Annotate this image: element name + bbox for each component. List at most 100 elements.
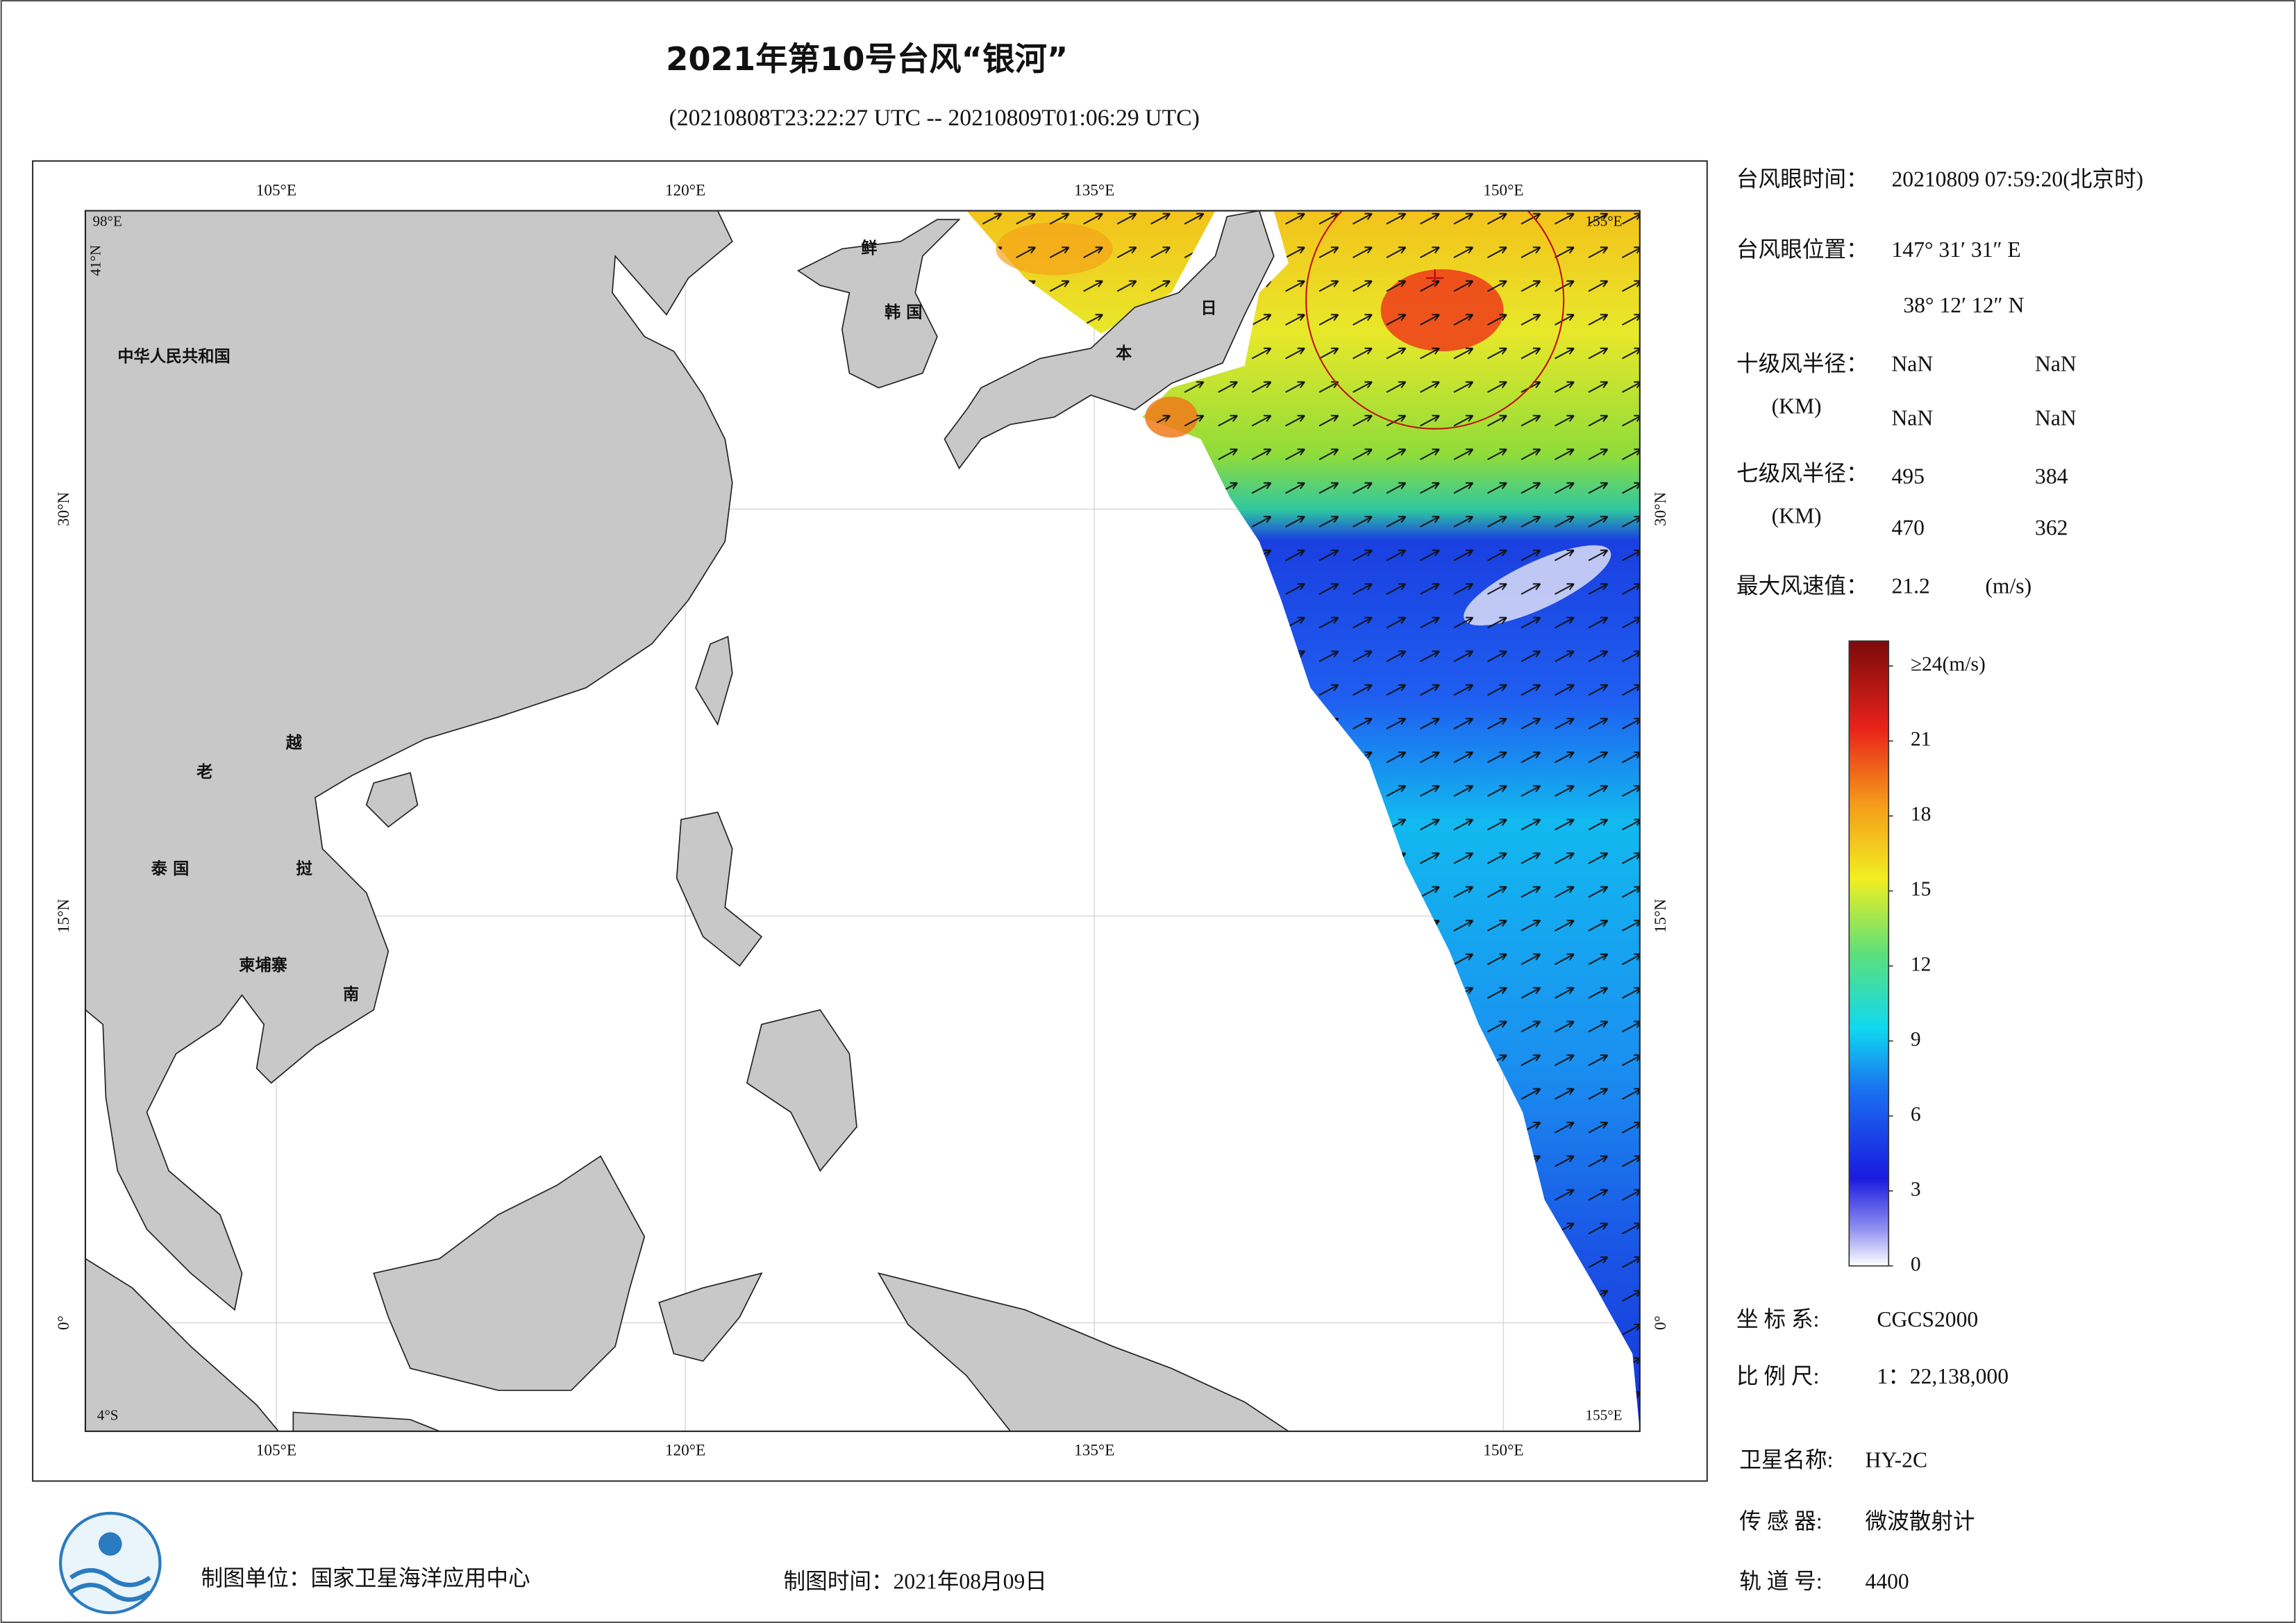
info-value: NaN <box>1891 351 1933 376</box>
map-frame <box>84 210 1641 1432</box>
info-value: 1：22,138,000 <box>1877 1364 2009 1388</box>
colorbar-tick-label: 15 <box>1911 878 1932 900</box>
info-value: NaN <box>2035 405 2077 430</box>
corner-label: 4°S <box>97 1407 119 1424</box>
hainan <box>365 772 419 828</box>
place-label: 泰 国 <box>151 859 189 878</box>
info-value: NaN <box>1891 405 1933 430</box>
place-label: 柬埔寨 <box>239 956 287 975</box>
info-value: 147° 31′ 31″ E <box>1891 237 2020 262</box>
typhoon-eye <box>1426 269 1444 287</box>
info-value: CGCS2000 <box>1877 1307 1978 1331</box>
info-value: 38° 12′ 12″ N <box>1903 293 2024 317</box>
logo <box>58 1511 162 1615</box>
corner-labels: 98°E 41°N 155°E 4°S 155°E <box>87 212 1623 1423</box>
info-value: 4400 <box>1866 1569 1909 1593</box>
info-value: (m/s) <box>1985 574 2031 598</box>
lat-tick-label: 15°N <box>1652 899 1670 933</box>
map-ticks: 105°E 105°E 120°E 120°E 135°E 135°E 150°E 150°E… <box>55 182 1670 1460</box>
place-label: 中华人民共和国 <box>117 347 230 366</box>
footer-unit: 制图单位：国家卫星海洋应用中心 <box>201 1566 530 1590</box>
colorbar-tick-label: ≥24(m/s) <box>1911 653 1986 675</box>
info-value: 21.2 <box>1891 574 1929 598</box>
colorbar-tick-label: 9 <box>1911 1028 1921 1050</box>
lon-tick-label: 105°E <box>256 1442 296 1460</box>
place-label: 南 <box>343 985 359 1004</box>
taiwan <box>695 635 733 726</box>
logo-globe <box>98 1532 122 1556</box>
map-outer-border <box>31 160 1708 1482</box>
colorbar-tick-label: 18 <box>1911 803 1932 825</box>
japan <box>944 210 1275 470</box>
info-value: 20210809 07:59:20(北京时) <box>1891 167 2143 192</box>
sumatra <box>85 1258 280 1431</box>
info-label: (KM) <box>1772 394 1822 418</box>
title: 2021年第10号台风“银河” <box>666 40 1068 78</box>
info-label: 台风眼位置： <box>1736 237 1868 262</box>
colorbar-tick-label: 12 <box>1911 953 1932 975</box>
info-value: 495 <box>1891 464 1924 489</box>
lat-tick-label: 15°N <box>55 899 73 933</box>
wind-arrows <box>1142 210 1640 1431</box>
place-label: 越 <box>286 733 303 752</box>
info-value: 384 <box>2035 464 2068 489</box>
logo-wave <box>69 1583 151 1602</box>
corner-label: 155°E <box>1586 212 1623 229</box>
info-label: 台风眼时间： <box>1736 167 1868 192</box>
corner-label: 98°E <box>92 212 121 229</box>
colorbar-tick-label: 3 <box>1911 1178 1921 1200</box>
lat-tick-label: 0° <box>1652 1315 1670 1330</box>
lat-tick-label: 30°N <box>55 492 73 526</box>
lon-tick-label: 120°E <box>665 1442 705 1460</box>
borneo <box>373 1155 646 1391</box>
place-label: 鲜 <box>861 239 877 258</box>
colorbar-scale <box>1848 640 1890 1267</box>
colorbar-tick-label: 6 <box>1911 1103 1921 1125</box>
place-label: 挝 <box>296 859 313 878</box>
corner-label: 41°N <box>87 245 104 276</box>
info-value: 微波散射计 <box>1866 1509 1975 1533</box>
place-label: 本 <box>1116 344 1132 363</box>
info-label: 传 感 器: <box>1739 1509 1822 1533</box>
info-value: NaN <box>2035 351 2077 376</box>
lon-tick-label: 150°E <box>1483 1442 1523 1460</box>
logo-ring <box>58 1511 162 1615</box>
map-body <box>85 210 1640 1431</box>
lat-tick-label: 0° <box>55 1315 73 1330</box>
lon-tick-label: 135°E <box>1074 1442 1114 1460</box>
lon-tick-label: 105°E <box>256 182 296 200</box>
info-label: 轨 道 号: <box>1739 1569 1822 1593</box>
place-label: 日 <box>1200 298 1216 317</box>
lat-tick-label: 30°N <box>1652 492 1670 526</box>
mindanao <box>746 1009 857 1172</box>
info-label: 坐 标 系: <box>1736 1307 1819 1331</box>
corner-label: 155°E <box>1586 1407 1623 1424</box>
info-label: 卫星名称: <box>1739 1447 1833 1472</box>
subtitle: (20210808T23:22:27 UTC -- 20210809T01:06… <box>669 106 1200 131</box>
place-labels: 中华人民共和国 鲜 韩 国 日 本 老 越 挝 泰 国 柬埔寨 南 <box>117 239 1216 1004</box>
colorbar-tick-label: 21 <box>1911 728 1932 750</box>
info-panel: 台风眼时间： 20210809 07:59:20(北京时) 台风眼位置： 147… <box>1736 167 2143 1594</box>
info-label: 比 例 尺: <box>1736 1364 1819 1388</box>
logo-wave <box>69 1568 151 1588</box>
footer-time: 制图时间：2021年08月09日 <box>784 1569 1047 1593</box>
lon-tick-label: 120°E <box>665 182 705 200</box>
info-value: HY-2C <box>1866 1447 1928 1472</box>
info-label: 最大风速值： <box>1736 574 1868 598</box>
colorbar: 0 3 6 9 12 15 18 21 ≥24(m/s) <box>1848 640 1986 1275</box>
luzon <box>676 812 763 967</box>
wind-radius-circle <box>1305 210 1565 430</box>
mainland-asia <box>85 210 733 1311</box>
sulawesi <box>658 1272 763 1362</box>
place-label: 老 <box>196 763 212 782</box>
java <box>292 1411 440 1431</box>
land <box>85 210 1290 1431</box>
info-label: (KM) <box>1772 504 1822 528</box>
lon-tick-label: 135°E <box>1074 182 1114 200</box>
info-value: 470 <box>1891 515 1924 539</box>
lon-tick-label: 150°E <box>1483 182 1523 200</box>
new-guinea <box>877 1272 1290 1431</box>
info-label: 十级风半径： <box>1736 351 1868 376</box>
